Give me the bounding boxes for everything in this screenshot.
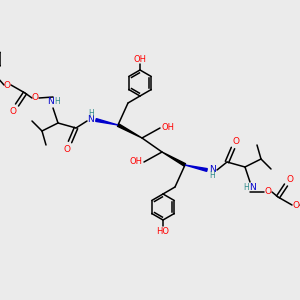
Text: H: H (54, 98, 60, 106)
Text: HO: HO (157, 226, 169, 236)
Text: O: O (292, 200, 299, 209)
Polygon shape (162, 152, 186, 166)
Text: OH: OH (134, 55, 146, 64)
Text: N: N (208, 164, 215, 173)
Text: N: N (250, 184, 256, 193)
Text: OH: OH (161, 124, 175, 133)
Polygon shape (96, 118, 118, 125)
Text: O: O (10, 106, 16, 116)
Text: H: H (209, 172, 215, 181)
Text: O: O (32, 94, 38, 103)
Text: N: N (46, 98, 53, 106)
Polygon shape (185, 165, 207, 171)
Text: OH: OH (130, 158, 142, 166)
Polygon shape (117, 124, 142, 138)
Text: O: O (232, 137, 239, 146)
Text: O: O (4, 80, 11, 89)
Text: O: O (286, 176, 293, 184)
Text: H: H (243, 184, 249, 193)
Text: H: H (88, 109, 94, 118)
Text: O: O (265, 188, 272, 196)
Text: N: N (88, 115, 94, 124)
Text: O: O (64, 145, 70, 154)
